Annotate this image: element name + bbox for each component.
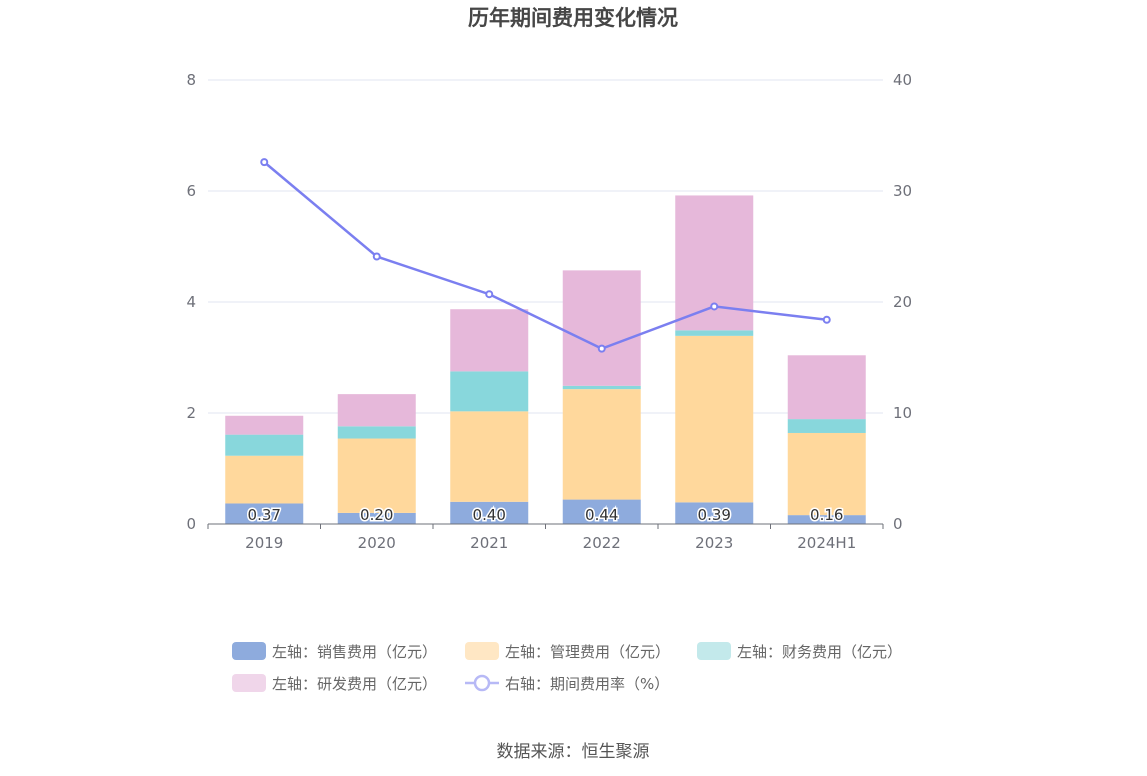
bar-segment [675, 330, 754, 336]
right-axis-tick: 40 [893, 71, 912, 89]
bar-segment [675, 335, 754, 503]
legend-swatch [232, 674, 266, 692]
legend-label: 左轴：销售费用（亿元） [272, 643, 437, 661]
bar-segment [787, 432, 866, 516]
bar-segment [225, 455, 304, 504]
x-axis-tick: 2021 [470, 534, 508, 552]
bar-segment [450, 411, 529, 502]
legend[interactable]: 左轴：销售费用（亿元） 左轴：管理费用（亿元） 左轴：财务费用（亿元） 左轴：研发费用… [232, 642, 902, 693]
right-axis-tick: 10 [893, 404, 912, 422]
left-axis-tick: 8 [186, 71, 196, 89]
legend-label: 左轴：管理费用（亿元） [505, 643, 670, 661]
x-axis: 2019 2020 2021 2022 2023 2024H1 [207, 523, 884, 552]
bar-segment [450, 371, 529, 412]
legend-swatch [232, 642, 266, 660]
left-axis-tick: 2 [186, 404, 196, 422]
rate-point [597, 344, 606, 353]
left-axis: 0 2 4 6 8 [186, 71, 196, 533]
x-axis-tick: 2022 [583, 534, 621, 552]
x-axis-tick: 2024H1 [797, 534, 856, 552]
rate-point [822, 315, 831, 324]
source-note: 数据来源：恒生聚源 [497, 742, 650, 762]
bar-segment [337, 512, 416, 524]
data-label: 0.37 [248, 506, 281, 524]
left-axis-tick: 6 [186, 182, 196, 200]
bar-segment [450, 309, 529, 372]
data-label: 0.44 [585, 506, 618, 524]
rate-point [260, 158, 269, 167]
bar-segment [225, 415, 304, 435]
legend-item[interactable]: 左轴：管理费用（亿元） [465, 642, 670, 661]
bar-segment [450, 501, 529, 524]
right-axis-tick: 20 [893, 293, 912, 311]
data-labels: 0.37 0.20 0.40 0.44 0.39 0.16 [246, 505, 845, 526]
bar-segment [675, 502, 754, 524]
right-axis-tick: 0 [893, 515, 903, 533]
legend-swatch [465, 642, 499, 660]
bars [225, 195, 866, 524]
bar-segment [787, 355, 866, 420]
legend-swatch [697, 642, 731, 660]
data-label: 0.16 [810, 506, 843, 524]
data-label: 0.40 [473, 506, 506, 524]
bar-segment [337, 394, 416, 427]
x-axis-tick: 2020 [358, 534, 396, 552]
legend-label: 左轴：财务费用（亿元） [737, 643, 902, 661]
legend-item[interactable]: 左轴：研发费用（亿元） [232, 674, 437, 693]
bar-segment [337, 426, 416, 439]
rate-line [260, 158, 831, 353]
legend-swatch-marker [473, 674, 491, 692]
bar-segment [562, 389, 641, 500]
bar-segment [787, 419, 866, 433]
bar-segment [562, 270, 641, 386]
legend-item[interactable]: 左轴：财务费用（亿元） [697, 642, 902, 661]
bar-segment [225, 503, 304, 524]
legend-item[interactable]: 右轴：期间费用率（%） [465, 674, 669, 693]
bar-segment [562, 499, 641, 524]
legend-item[interactable]: 左轴：销售费用（亿元） [232, 642, 437, 661]
legend-label: 左轴：研发费用（亿元） [272, 675, 437, 693]
right-axis-tick: 30 [893, 182, 912, 200]
bar-segment [787, 515, 866, 524]
bar-segment [225, 434, 304, 456]
chart-title: 历年期间费用变化情况 [468, 6, 678, 30]
x-axis-tick: 2023 [695, 534, 733, 552]
rate-point [710, 302, 719, 311]
bar-segment [562, 385, 641, 390]
rate-point [485, 290, 494, 299]
grid-lines [208, 79, 883, 414]
x-axis-tick: 2019 [245, 534, 283, 552]
data-label: 0.39 [698, 506, 731, 524]
left-axis-tick: 4 [186, 293, 196, 311]
bar-segment [337, 438, 416, 513]
right-axis: 0 10 20 30 40 [893, 71, 912, 533]
rate-line-path [263, 161, 827, 350]
left-axis-tick: 0 [186, 515, 196, 533]
legend-label: 右轴：期间费用率（%） [505, 675, 669, 693]
rate-point [372, 252, 381, 261]
data-label: 0.20 [360, 506, 393, 524]
